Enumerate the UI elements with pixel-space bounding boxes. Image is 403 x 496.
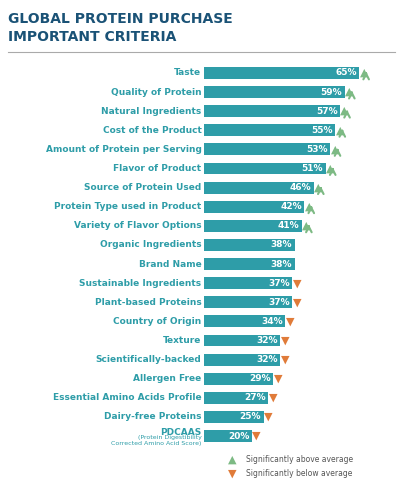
Text: Texture: Texture	[163, 336, 202, 345]
Text: Plant-based Proteins: Plant-based Proteins	[95, 298, 202, 307]
Text: Significantly above average: Significantly above average	[246, 455, 353, 464]
Text: ▼: ▼	[274, 373, 282, 384]
Bar	[204, 201, 304, 213]
Text: 38%: 38%	[271, 241, 292, 249]
Text: PDCAAS: PDCAAS	[160, 428, 202, 437]
Text: Organic Ingredients: Organic Ingredients	[100, 241, 202, 249]
Text: ▲: ▲	[227, 455, 236, 465]
Bar	[204, 392, 268, 404]
Text: 25%: 25%	[240, 413, 261, 422]
Bar	[204, 315, 285, 327]
Text: 53%: 53%	[306, 145, 328, 154]
Text: GLOBAL PROTEIN PURCHASE
IMPORTANT CRITERIA: GLOBAL PROTEIN PURCHASE IMPORTANT CRITER…	[8, 12, 233, 44]
Text: 38%: 38%	[271, 259, 292, 268]
Text: Quality of Protein: Quality of Protein	[111, 87, 202, 97]
Text: ▲: ▲	[341, 106, 349, 116]
Bar	[204, 67, 359, 79]
Bar	[204, 277, 292, 289]
Text: ▲: ▲	[359, 68, 368, 78]
Text: Variety of Flavor Options: Variety of Flavor Options	[74, 221, 202, 230]
Text: ▲: ▲	[302, 221, 311, 231]
Text: ▼: ▼	[269, 393, 277, 403]
Text: ▼: ▼	[264, 412, 272, 422]
Bar	[204, 163, 326, 175]
Text: ▲: ▲	[331, 144, 339, 154]
Text: Essential Amino Acids Profile: Essential Amino Acids Profile	[53, 393, 202, 402]
Text: Amount of Protein per Serving: Amount of Protein per Serving	[46, 145, 202, 154]
Bar	[204, 105, 340, 117]
Text: 42%: 42%	[280, 202, 302, 211]
Bar	[204, 373, 273, 385]
Text: ▲: ▲	[336, 125, 344, 135]
Text: ▲: ▲	[305, 202, 313, 212]
Text: 27%: 27%	[244, 393, 266, 402]
Bar	[204, 335, 280, 346]
Text: 65%: 65%	[335, 68, 357, 77]
Text: Allergen Free: Allergen Free	[133, 374, 202, 383]
Text: ▼: ▼	[252, 431, 261, 441]
Text: ▼: ▼	[281, 335, 289, 346]
Text: ▲: ▲	[326, 164, 334, 174]
Bar	[204, 430, 251, 442]
Text: Cost of the Product: Cost of the Product	[103, 126, 202, 135]
Text: Country of Origin: Country of Origin	[113, 317, 202, 326]
Text: Sustainable Ingredients: Sustainable Ingredients	[79, 279, 202, 288]
Bar	[204, 220, 302, 232]
Text: ▲: ▲	[314, 183, 323, 192]
Text: Scientifically-backed: Scientifically-backed	[96, 355, 202, 364]
Text: ▼: ▼	[286, 316, 294, 326]
Text: 32%: 32%	[256, 336, 278, 345]
Text: ▼: ▼	[281, 355, 289, 365]
Text: 37%: 37%	[268, 298, 290, 307]
Text: 29%: 29%	[249, 374, 271, 383]
Bar	[204, 296, 292, 308]
Text: ▼: ▼	[227, 469, 236, 479]
Text: Flavor of Product: Flavor of Product	[113, 164, 202, 173]
Text: Protein Type used in Product: Protein Type used in Product	[54, 202, 202, 211]
Bar	[204, 182, 314, 193]
Text: 46%: 46%	[290, 183, 311, 192]
Text: 51%: 51%	[302, 164, 323, 173]
Text: 55%: 55%	[311, 126, 333, 135]
Text: 41%: 41%	[278, 221, 299, 230]
Bar	[204, 354, 280, 366]
Bar	[204, 86, 345, 98]
Bar	[204, 143, 330, 155]
Text: Source of Protein Used: Source of Protein Used	[84, 183, 202, 192]
Bar	[204, 258, 295, 270]
Text: Dairy-free Proteins: Dairy-free Proteins	[104, 413, 202, 422]
Text: 20%: 20%	[228, 432, 249, 440]
Bar	[204, 239, 295, 251]
Text: ▼: ▼	[293, 297, 301, 307]
Text: Significantly below average: Significantly below average	[246, 469, 352, 478]
Text: (Protein Digestibility
Corrected Amino Acid Score): (Protein Digestibility Corrected Amino A…	[111, 435, 202, 446]
Text: Natural Ingredients: Natural Ingredients	[101, 107, 202, 116]
Bar	[204, 411, 264, 423]
Text: 57%: 57%	[316, 107, 337, 116]
Text: ▼: ▼	[293, 278, 301, 288]
Text: 37%: 37%	[268, 279, 290, 288]
Text: ▲: ▲	[345, 87, 354, 97]
Text: 34%: 34%	[261, 317, 283, 326]
Text: Taste: Taste	[174, 68, 202, 77]
Text: 32%: 32%	[256, 355, 278, 364]
Text: Brand Name: Brand Name	[139, 259, 202, 268]
Bar	[204, 124, 335, 136]
Text: 59%: 59%	[321, 87, 342, 97]
